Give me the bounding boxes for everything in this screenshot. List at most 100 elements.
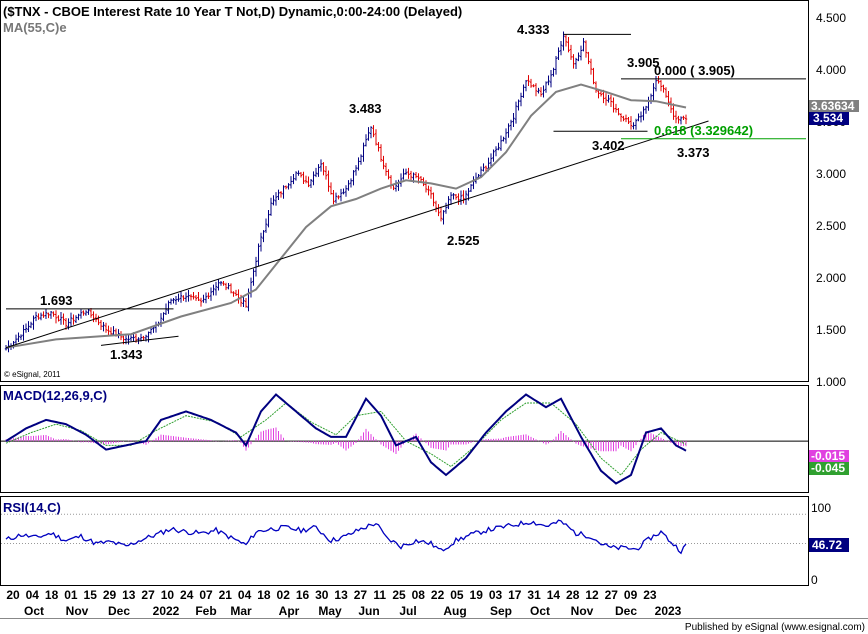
macd-panel-frame — [0, 385, 809, 493]
annotation-peak: 4.333 — [517, 22, 550, 37]
esignal-watermark: © eSignal, 2011 — [4, 370, 61, 379]
x-day-label: 27 — [605, 588, 619, 602]
ma-value-box — [809, 100, 859, 112]
ma-indicator-label: MA(55,C)e — [3, 20, 67, 35]
x-day-label: 24 — [180, 588, 194, 602]
x-month-label: Mar — [230, 604, 252, 618]
x-day-label: 29 — [103, 588, 117, 602]
x-month-label: Dec — [615, 604, 637, 618]
x-day-label: 13 — [334, 588, 348, 602]
price-tick-label: 4.000 — [816, 63, 846, 77]
price-series — [4, 31, 688, 353]
x-day-label: 27 — [141, 588, 155, 602]
rsi-value-label: 46.72 — [812, 538, 842, 552]
price-tick-label: 1.500 — [816, 323, 846, 337]
x-day-label: 20 — [6, 588, 20, 602]
x-day-label: 01 — [64, 588, 78, 602]
x-day-label: 10 — [161, 588, 175, 602]
x-day-label: 22 — [431, 588, 445, 602]
annotation-aug-low: 2.525 — [447, 233, 480, 248]
x-day-label: 23 — [643, 588, 657, 602]
macd-hist-value-box — [809, 450, 849, 462]
price-tick-label: 1.000 — [816, 375, 846, 389]
annotation-nov-low: 3.402 — [592, 138, 625, 153]
x-day-label: 11 — [373, 588, 386, 602]
price-tick-label: 2.500 — [816, 219, 846, 233]
rsi-series — [1, 513, 808, 555]
x-month-label: Dec — [108, 604, 130, 618]
x-month-label: Oct — [530, 604, 550, 618]
price-value-label: 3.534 — [813, 111, 843, 125]
x-day-label: 08 — [412, 588, 426, 602]
x-day-label: 05 — [450, 588, 464, 602]
x-month-label: Sep — [490, 604, 512, 618]
annotation-resistance: 1.693 — [40, 293, 73, 308]
x-day-label: 13 — [122, 588, 136, 602]
publisher-credit: Published by eSignal (www.esignal.com) — [685, 622, 865, 633]
x-day-label: 18 — [257, 588, 271, 602]
rsi-panel-frame — [0, 496, 809, 586]
x-day-label: 19 — [470, 588, 484, 602]
x-day-label: 14 — [547, 588, 561, 602]
price-panel-frame — [0, 0, 809, 382]
annotation-fib-zero: 0.000 ( 3.905) — [654, 63, 735, 78]
x-day-label: 17 — [508, 588, 522, 602]
macd-line — [5, 393, 687, 485]
time-axis: 20 04 18 01 15 29 13 27 10 24 07 21 04 18 02 16 30 13 27 11… — [6, 588, 681, 618]
price-tick-label: 2.000 — [816, 271, 846, 285]
annotation-dec-high: 3.905 — [627, 55, 660, 70]
macd-title: MACD(12,26,9,C) — [3, 388, 107, 403]
x-day-label: 25 — [392, 588, 406, 602]
x-month-label: 2023 — [655, 604, 682, 618]
rsi-value-box — [809, 538, 849, 552]
x-day-label: 15 — [84, 588, 98, 602]
x-day-label: 16 — [296, 588, 310, 602]
x-day-label: 30 — [315, 588, 329, 602]
x-month-label: May — [318, 604, 342, 618]
x-month-label: Jun — [358, 604, 379, 618]
x-month-label: Nov — [571, 604, 594, 618]
macd-signal-line — [5, 402, 687, 476]
x-month-label: Jul — [399, 604, 416, 618]
price-tick-label: 4.500 — [816, 11, 846, 25]
x-month-label: 2022 — [153, 604, 180, 618]
price-tick-label: 3.000 — [816, 167, 846, 181]
x-day-label: 07 — [199, 588, 213, 602]
rsi-tick-0: 0 — [811, 573, 818, 587]
ma-value-label: 3.63634 — [811, 99, 855, 113]
x-day-label: 12 — [585, 588, 599, 602]
x-day-label: 31 — [527, 588, 541, 602]
price-value-box — [809, 112, 849, 125]
annotation-jan-low: 3.373 — [677, 145, 710, 160]
x-day-label: 03 — [489, 588, 503, 602]
rsi-line — [5, 519, 687, 555]
annotation-dec-low: 1.343 — [110, 347, 143, 362]
x-day-label: 04 — [26, 588, 40, 602]
macd-series — [1, 393, 808, 485]
x-day-label: 09 — [624, 588, 638, 602]
macd-signal-value: -0.045 — [811, 461, 845, 475]
x-month-label: Nov — [66, 604, 89, 618]
lower-trend-line — [100, 335, 179, 346]
x-month-label: Apr — [279, 604, 300, 618]
x-month-label: Feb — [195, 604, 216, 618]
x-month-label: Aug — [443, 604, 466, 618]
x-month-label: Oct — [24, 604, 44, 618]
ma-55-line — [5, 83, 687, 349]
x-day-label: 02 — [277, 588, 291, 602]
x-day-label: 27 — [354, 588, 368, 602]
x-day-label: 18 — [45, 588, 59, 602]
chart-title: ($TNX - CBOE Interest Rate 10 Year T Not… — [3, 4, 462, 19]
macd-signal-value-box — [809, 462, 849, 475]
uptrend-line — [5, 120, 709, 349]
macd-hist-value: -0.015 — [811, 449, 845, 463]
rsi-title: RSI(14,C) — [3, 500, 61, 515]
x-day-label: 28 — [566, 588, 580, 602]
x-day-label: 04 — [238, 588, 252, 602]
x-day-label: 21 — [219, 588, 233, 602]
price-overlays — [5, 33, 806, 349]
annotation-june-high: 3.483 — [349, 101, 382, 116]
rsi-tick-100: 100 — [811, 501, 831, 515]
